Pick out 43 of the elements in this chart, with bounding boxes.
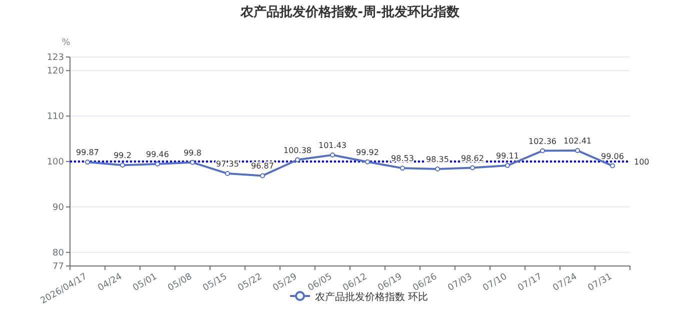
data-label: 98.62 xyxy=(461,154,484,163)
point xyxy=(470,165,475,170)
point xyxy=(120,162,125,168)
point xyxy=(505,163,510,168)
data-label: 98.53 xyxy=(391,154,414,164)
data-label: 100.38 xyxy=(284,146,312,155)
point xyxy=(85,160,90,165)
y-tick-label: 80 xyxy=(52,248,64,258)
y-tick-label: 120 xyxy=(46,66,64,77)
point xyxy=(435,166,440,172)
data-label: 99.8 xyxy=(184,148,202,158)
point xyxy=(400,166,405,171)
data-label: 102.36 xyxy=(528,136,556,146)
point xyxy=(330,152,335,158)
data-label: 96.87 xyxy=(251,162,274,171)
data-label: 99.06 xyxy=(601,152,624,161)
data-label: 99.46 xyxy=(146,150,169,159)
y-axis-title: % xyxy=(62,38,71,48)
point xyxy=(225,171,230,176)
y-tick-label: 123 xyxy=(46,53,64,63)
chart-title: 农产品批发价格指数-周-批发环比指数 xyxy=(240,4,460,20)
point xyxy=(610,163,615,168)
legend-label: 农产品批发价格指数 环比 xyxy=(315,291,428,303)
point xyxy=(365,159,370,164)
data-label: 99.11 xyxy=(496,152,519,161)
y-tick-label: 110 xyxy=(46,112,64,122)
y-tick-label: 90 xyxy=(52,202,64,213)
data-label: 99.2 xyxy=(114,151,132,160)
point xyxy=(260,173,265,178)
point xyxy=(575,148,580,154)
point xyxy=(540,148,545,154)
data-label: 102.41 xyxy=(564,136,592,146)
data-label: 98.35 xyxy=(426,154,449,164)
data-label: 101.43 xyxy=(318,141,346,150)
point xyxy=(295,157,300,162)
ref-line-label: 100 xyxy=(634,158,650,166)
y-tick-label: 77 xyxy=(52,262,64,272)
data-label: 99.87 xyxy=(76,148,99,158)
point xyxy=(155,161,160,166)
data-label: 99.92 xyxy=(356,148,379,157)
y-tick-label: 100 xyxy=(46,158,64,168)
point xyxy=(190,160,195,165)
data-label: 97.35 xyxy=(216,160,239,169)
